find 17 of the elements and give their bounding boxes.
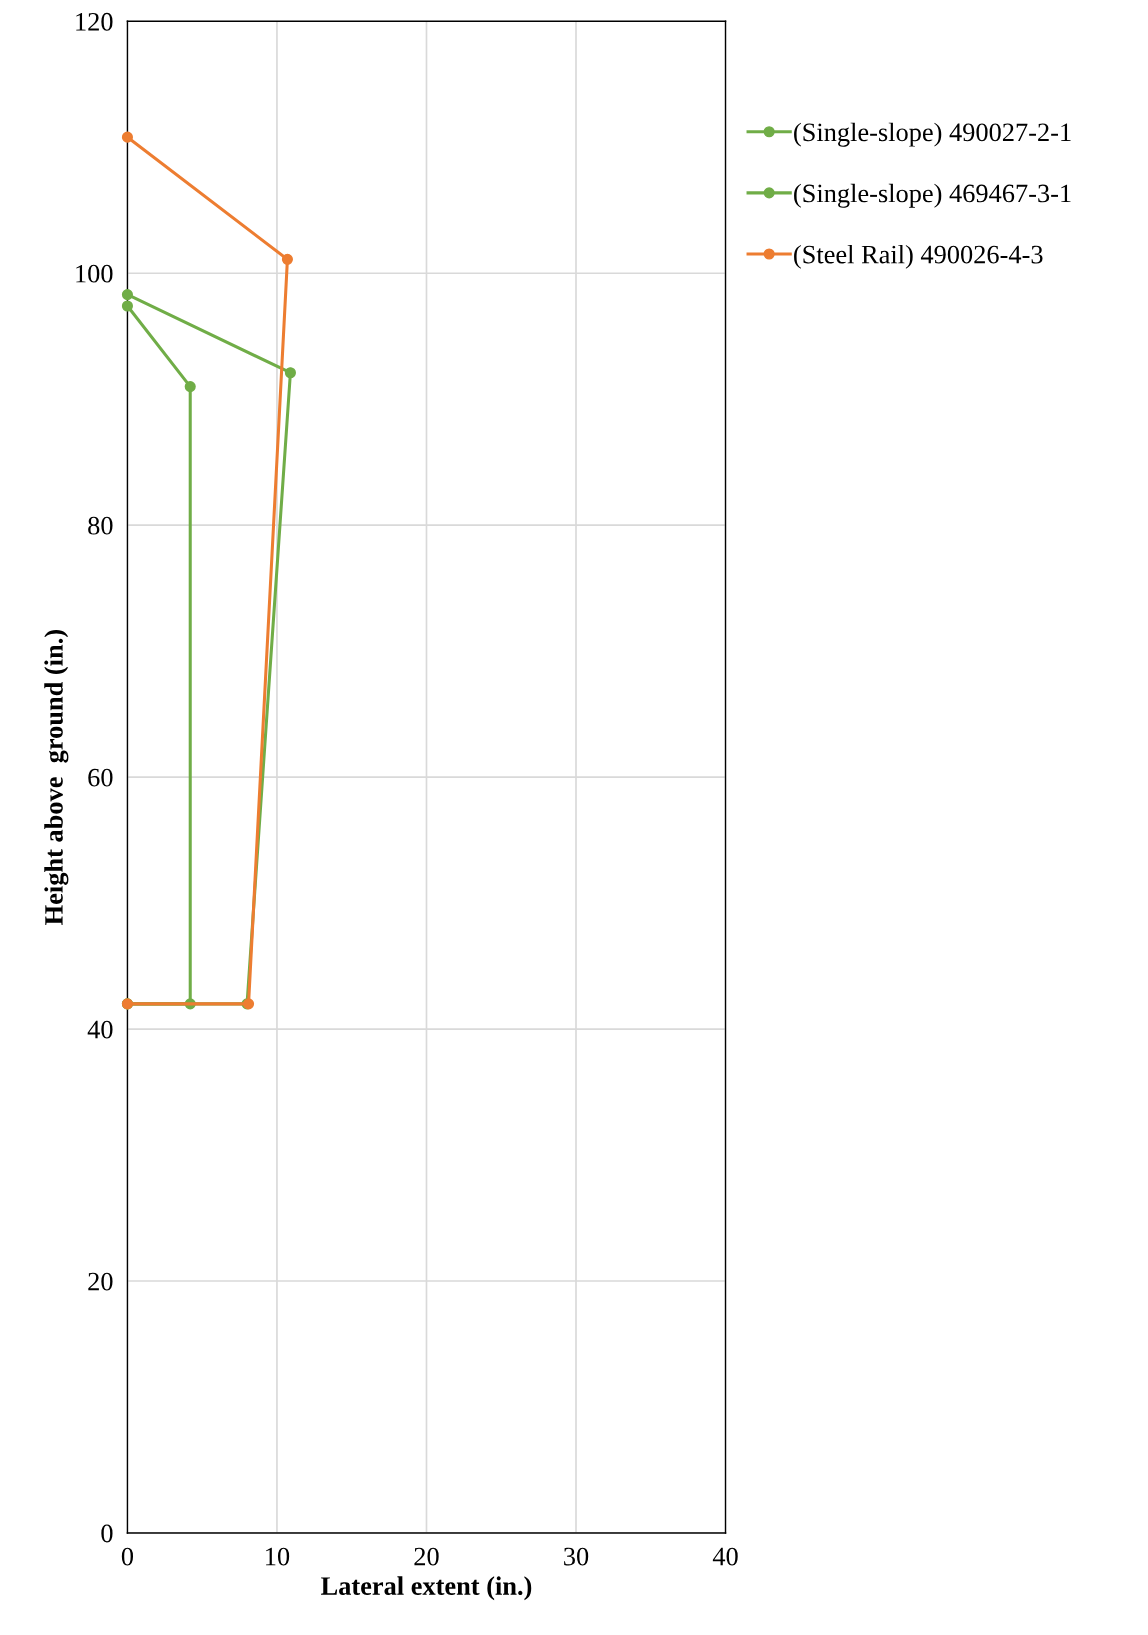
y-tick-label: 60	[88, 768, 113, 787]
y-tick-label: 0	[101, 1524, 113, 1543]
x-axis-title: Lateral extent (in.)	[321, 1576, 532, 1601]
y-tick-label: 40	[87, 1020, 113, 1039]
y-tick-label: 120	[76, 12, 113, 31]
y-axis-title: Height above ground (in.)	[44, 630, 69, 925]
legend-label: (Steel Rail) 490026-4-3	[794, 244, 1043, 269]
x-tick-label: 20	[414, 1547, 439, 1566]
legend-label: (Single-slope) 469467-3-1	[794, 183, 1071, 208]
x-tick-label: 10	[266, 1547, 290, 1566]
y-tick-label: 20	[88, 1272, 113, 1291]
legend-label: (Single-slope) 490027-2-1	[794, 122, 1071, 147]
x-tick-label: 0	[121, 1547, 134, 1566]
y-tick-label: 80	[88, 516, 113, 535]
y-tick-label: 100	[76, 264, 113, 283]
x-tick-label: 30	[564, 1547, 589, 1566]
x-tick-label: 40	[712, 1547, 738, 1566]
